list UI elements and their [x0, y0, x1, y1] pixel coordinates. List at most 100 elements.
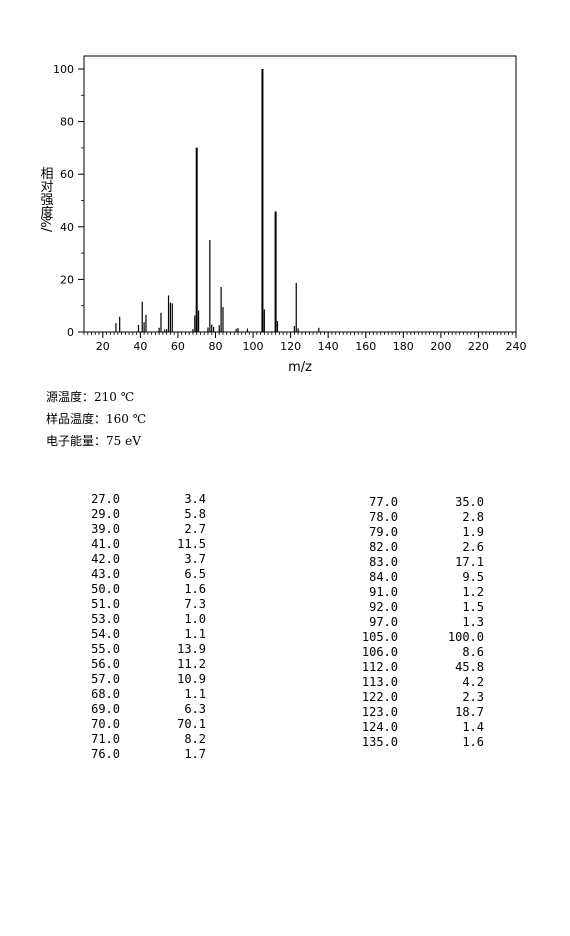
- x-tick-label: 100: [243, 340, 264, 353]
- peak-table-right: 77.0 35.0 78.0 2.8 79.0 1.9 82.0 2.6 83.0 17.1 84.…: [356, 495, 484, 750]
- condition-value: 160 ℃: [106, 412, 147, 426]
- y-axis-ticks: 0 20 40 60 80 100: [53, 63, 84, 339]
- peak-intensity: 8.6: [462, 645, 484, 659]
- peak-mz: 82.0: [369, 540, 398, 554]
- peak-table-row: 54.0 1.1: [78, 627, 206, 642]
- peak-intensity: 17.1: [455, 555, 484, 569]
- y-tick-label: 40: [60, 221, 74, 234]
- peak-intensity: 9.5: [462, 570, 484, 584]
- peak-intensity: 45.8: [455, 660, 484, 674]
- x-tick-label: 40: [133, 340, 147, 353]
- peak-table-row: 43.0 6.5: [78, 567, 206, 582]
- peak-mz: 53.0: [91, 612, 120, 626]
- x-tick-label: 20: [96, 340, 110, 353]
- peak-table-row: 39.0 2.7: [78, 522, 206, 537]
- peak-intensity: 4.2: [462, 675, 484, 689]
- peak-intensity: 6.3: [184, 702, 206, 716]
- x-tick-label: 140: [318, 340, 339, 353]
- peak-intensity: 100.0: [447, 630, 484, 644]
- peak-table-row: 82.0 2.6: [356, 540, 484, 555]
- peak-intensity: 1.6: [462, 735, 484, 749]
- peak-table-row: 106.0 8.6: [356, 645, 484, 660]
- peak-intensity: 70.1: [177, 717, 206, 731]
- peak-table-row: 70.0 70.1: [78, 717, 206, 732]
- peak-table-row: 122.0 2.3: [356, 690, 484, 705]
- y-tick-label: 60: [60, 168, 74, 181]
- peak-table-row: 92.0 1.5: [356, 600, 484, 615]
- peak-intensity: 2.6: [462, 540, 484, 554]
- condition-label: 源温度: [46, 390, 83, 404]
- peak-table-row: 91.0 1.2: [356, 585, 484, 600]
- peak-table-row: 69.0 6.3: [78, 702, 206, 717]
- x-tick-label: 180: [393, 340, 414, 353]
- peak-mz: 123.0: [361, 705, 398, 719]
- peak-intensity: 1.7: [184, 747, 206, 761]
- peak-table-row: 76.0 1.7: [78, 747, 206, 762]
- x-minor-ticks: [83, 332, 517, 335]
- peak-mz: 56.0: [91, 657, 120, 671]
- x-axis-ticks: 20 40 60 80 100 120 140 160 180 200 220 240: [96, 332, 527, 353]
- condition-label: 电子能量: [46, 434, 95, 448]
- peak-mz: 83.0: [369, 555, 398, 569]
- peak-mz: 84.0: [369, 570, 398, 584]
- condition-row: 源温度：210 ℃: [46, 390, 135, 404]
- peak-mz: 76.0: [91, 747, 120, 761]
- peak-intensity: 2.3: [462, 690, 484, 704]
- y-tick-label: 0: [67, 326, 74, 339]
- x-tick-label: 60: [171, 340, 185, 353]
- peak-mz: 78.0: [369, 510, 398, 524]
- y-axis-title-char: 度: [40, 205, 53, 221]
- peak-table-left: 27.0 3.4 29.0 5.8 39.0 2.7 41.0 11.5 42.0 3.7 43.0…: [78, 492, 206, 762]
- peak-intensity: 1.1: [184, 627, 206, 641]
- peak-mz: 112.0: [361, 660, 398, 674]
- peak-mz: 79.0: [369, 525, 398, 539]
- spectrum-peaks: [115, 69, 320, 332]
- y-axis-title-char: 对: [40, 180, 53, 195]
- peak-intensity: 2.8: [462, 510, 484, 524]
- y-axis-title-char: 相: [40, 167, 53, 182]
- y-tick-label: 20: [60, 273, 74, 286]
- peak-mz: 105.0: [361, 630, 398, 644]
- acquisition-conditions: 源温度：210 ℃ 样品温度：160 ℃ 电子能量：75 eV: [46, 386, 146, 452]
- peak-table-row: 123.0 18.7: [356, 705, 484, 720]
- peak-mz: 91.0: [369, 585, 398, 599]
- peak-intensity: 11.5: [177, 537, 206, 551]
- peak-intensity: 35.0: [455, 495, 484, 509]
- peak-mz: 135.0: [361, 735, 398, 749]
- peak-table-row: 124.0 1.4: [356, 720, 484, 735]
- y-axis-title-char: 强: [40, 193, 53, 208]
- peak-table-row: 50.0 1.6: [78, 582, 206, 597]
- peak-mz: 106.0: [361, 645, 398, 659]
- x-tick-label: 240: [506, 340, 527, 353]
- peak-mz: 122.0: [361, 690, 398, 704]
- peak-intensity: 1.6: [184, 582, 206, 596]
- x-axis-title: m/z: [288, 360, 312, 375]
- peak-mz: 68.0: [91, 687, 120, 701]
- peak-intensity: 11.2: [177, 657, 206, 671]
- peak-intensity: 1.3: [462, 615, 484, 629]
- peak-intensity: 1.0: [184, 612, 206, 626]
- peak-table-row: 41.0 11.5: [78, 537, 206, 552]
- peak-mz: 57.0: [91, 672, 120, 686]
- peak-mz: 69.0: [91, 702, 120, 716]
- peak-table-row: 56.0 11.2: [78, 657, 206, 672]
- peak-table-row: 78.0 2.8: [356, 510, 484, 525]
- peak-intensity: 5.8: [184, 507, 206, 521]
- peak-mz: 43.0: [91, 567, 120, 581]
- peak-mz: 113.0: [361, 675, 398, 689]
- peak-table-row: 83.0 17.1: [356, 555, 484, 570]
- peak-table-row: 112.0 45.8: [356, 660, 484, 675]
- condition-value: 75 eV: [106, 434, 141, 448]
- condition-label: 样品温度: [46, 412, 95, 426]
- peak-intensity: 10.9: [177, 672, 206, 686]
- peak-intensity: 3.7: [184, 552, 206, 566]
- peak-mz: 27.0: [91, 492, 120, 506]
- y-axis-title-unit: /%: [40, 215, 55, 232]
- peak-table-row: 97.0 1.3: [356, 615, 484, 630]
- peak-table-row: 42.0 3.7: [78, 552, 206, 567]
- peak-mz: 92.0: [369, 600, 398, 614]
- peak-mz: 54.0: [91, 627, 120, 641]
- peak-mz: 29.0: [91, 507, 120, 521]
- peak-intensity: 3.4: [184, 492, 206, 506]
